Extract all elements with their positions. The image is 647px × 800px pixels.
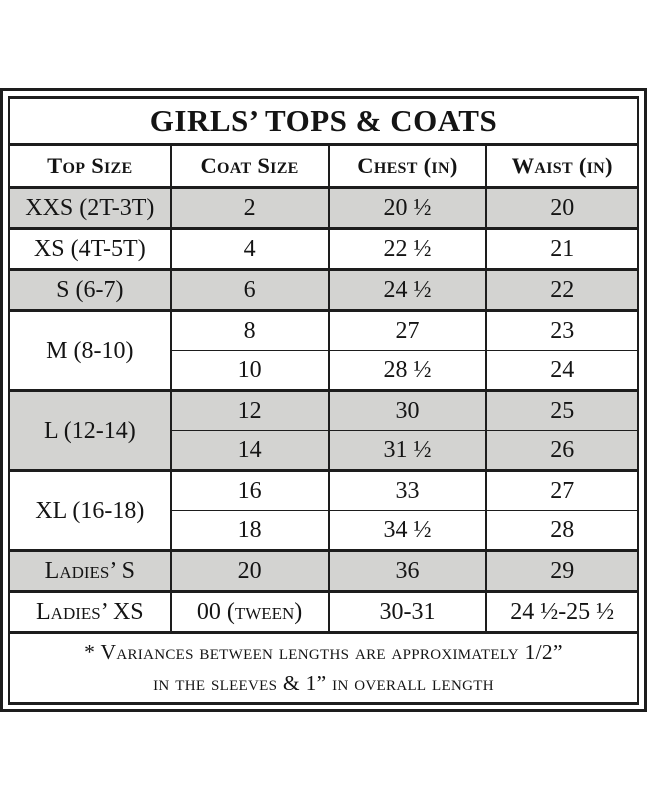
top-size-cell: XS (4T-5T) <box>8 227 172 271</box>
footnote-line-2: in the sleeves & 1” in overall length <box>153 671 494 695</box>
top-size-cell: Ladies’ XS <box>8 590 172 634</box>
table-row: Ladies’ XS 00 (tween) 30-31 24 ½-25 ½ <box>8 590 639 634</box>
table-row: L (12-14) 12 30 25 <box>8 389 639 471</box>
table-row: 18 34 ½ 28 <box>9 510 639 552</box>
chest-cell: 24 ½ <box>327 268 488 312</box>
column-header-coat-size: Coat Size <box>169 143 330 189</box>
waist-cell: 21 <box>485 227 639 271</box>
chest-cell: 36 <box>327 549 488 593</box>
waist-cell: 27 <box>485 469 639 511</box>
column-header-row: Top Size Coat Size Chest (in) Waist (in) <box>8 143 639 189</box>
table-row: 10 28 ½ 24 <box>9 350 639 392</box>
table-row: 14 31 ½ 26 <box>9 430 639 472</box>
chest-cell: 30-31 <box>327 590 488 634</box>
coat-size-cell: 8 <box>169 309 330 351</box>
chest-cell: 33 <box>327 469 488 511</box>
footnote-line-1: * Variances between lengths are approxim… <box>84 640 563 664</box>
coat-size-cell: 12 <box>169 389 330 431</box>
top-size-cell: Ladies’ S <box>8 549 172 593</box>
table-row: S (6-7) 6 24 ½ 22 <box>8 268 639 312</box>
coat-size-cell: 20 <box>169 549 330 593</box>
table-row: Ladies’ S 20 36 29 <box>8 549 639 593</box>
waist-cell: 22 <box>485 268 639 312</box>
size-rows: XXS (2T-3T) 2 20 ½ 20 XS (4T-5T) 4 22 ½ 21 S (6-… <box>8 186 639 634</box>
waist-cell: 26 <box>485 430 639 472</box>
coat-size-cell: 10 <box>169 350 330 392</box>
coat-size-cell: 6 <box>169 268 330 312</box>
chest-cell: 28 ½ <box>327 350 488 392</box>
footnote-row: * Variances between lengths are approxim… <box>8 631 639 705</box>
footnote: * Variances between lengths are approxim… <box>8 631 639 705</box>
size-chart-frame: GIRLS’ TOPS & COATS Top Size Coat Size C… <box>0 88 647 712</box>
table-row: XXS (2T-3T) 2 20 ½ 20 <box>8 186 639 230</box>
coat-size-cell: 4 <box>169 227 330 271</box>
coat-size-cell: 2 <box>169 186 330 230</box>
waist-cell: 24 <box>485 350 639 392</box>
waist-cell: 23 <box>485 309 639 351</box>
chest-cell: 22 ½ <box>327 227 488 271</box>
table-row: M (8-10) 8 27 23 <box>8 309 639 391</box>
top-size-cell: L (12-14) <box>8 389 172 471</box>
chest-cell: 34 ½ <box>327 510 488 552</box>
waist-cell: 24 ½-25 ½ <box>485 590 639 634</box>
coat-size-cell: 14 <box>169 430 330 472</box>
waist-cell: 28 <box>485 510 639 552</box>
column-header-top-size: Top Size <box>8 143 172 189</box>
chest-cell: 27 <box>327 309 488 351</box>
top-size-cell: S (6-7) <box>8 268 172 312</box>
top-size-cell: XXS (2T-3T) <box>8 186 172 230</box>
waist-cell: 29 <box>485 549 639 593</box>
coat-size-cell: 16 <box>169 469 330 511</box>
coat-size-cell: 18 <box>169 510 330 552</box>
waist-cell: 20 <box>485 186 639 230</box>
chest-cell: 20 ½ <box>327 186 488 230</box>
size-chart-table: GIRLS’ TOPS & COATS Top Size Coat Size C… <box>8 96 639 705</box>
chest-cell: 31 ½ <box>327 430 488 472</box>
chest-cell: 30 <box>327 389 488 431</box>
coat-size-cell: 00 (tween) <box>169 590 330 634</box>
table-row: XL (16-18) 16 33 27 <box>8 469 639 551</box>
title-row: GIRLS’ TOPS & COATS <box>8 96 639 146</box>
top-size-cell: M (8-10) <box>8 309 172 391</box>
column-header-chest: Chest (in) <box>327 143 488 189</box>
column-header-waist: Waist (in) <box>485 143 639 189</box>
chart-title: GIRLS’ TOPS & COATS <box>8 96 639 146</box>
table-row: XS (4T-5T) 4 22 ½ 21 <box>8 227 639 271</box>
top-size-cell: XL (16-18) <box>8 469 172 551</box>
waist-cell: 25 <box>485 389 639 431</box>
